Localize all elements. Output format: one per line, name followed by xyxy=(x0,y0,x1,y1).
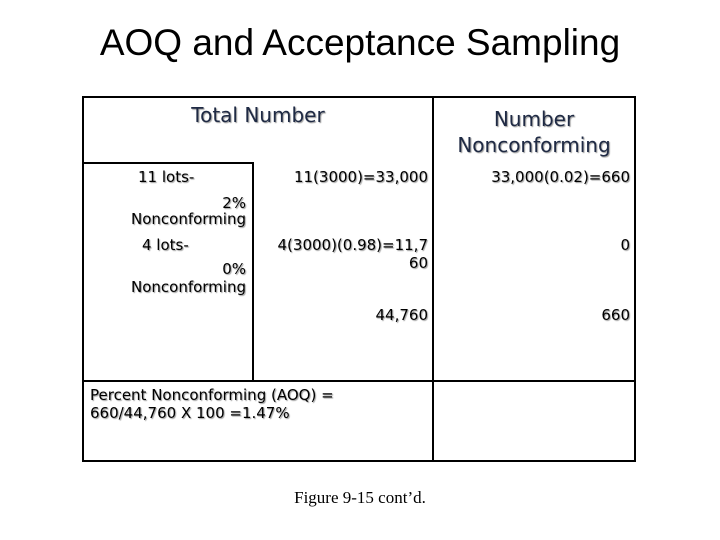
figure-caption: Figure 9-15 cont’d. xyxy=(294,488,426,507)
row2-lots: 4 lots- xyxy=(142,236,189,254)
row2-calc-line1: 4(3000)(0.98)=11,7 xyxy=(277,236,429,254)
header-total-number: Total Number xyxy=(191,103,325,127)
col-divider-main xyxy=(432,98,434,460)
aoq-line2: 660/44,760 X 100 =1.47% xyxy=(90,404,290,422)
row1-lots: 11 lots- xyxy=(138,168,195,186)
col-divider-left xyxy=(252,162,254,380)
total-number: 44,760 xyxy=(375,306,429,324)
aoq-table: Total Number Number Nonconforming 11 lot… xyxy=(82,96,636,462)
row1-calc: 11(3000)=33,000 xyxy=(293,168,428,186)
total-nonconforming: 660 xyxy=(601,306,630,324)
row1-pct-label: Nonconforming xyxy=(130,210,246,228)
row2-calc-line2: 60 xyxy=(408,254,428,272)
row2-nonconforming: 0 xyxy=(620,236,630,254)
header-number: Number xyxy=(493,107,575,131)
header-nonconforming: Nonconforming xyxy=(457,133,611,157)
row1-nonconforming: 33,000(0.02)=660 xyxy=(491,168,630,186)
slide-title: AOQ and Acceptance Sampling xyxy=(99,22,621,63)
aoq-line1: Percent Nonconforming (AOQ) = xyxy=(90,386,334,404)
row1-pct: 2% xyxy=(222,194,246,212)
row-divider-header xyxy=(84,162,252,164)
row-divider-total xyxy=(84,380,634,382)
row2-pct-label: Nonconforming xyxy=(130,278,246,296)
row2-pct: 0% xyxy=(222,260,246,278)
